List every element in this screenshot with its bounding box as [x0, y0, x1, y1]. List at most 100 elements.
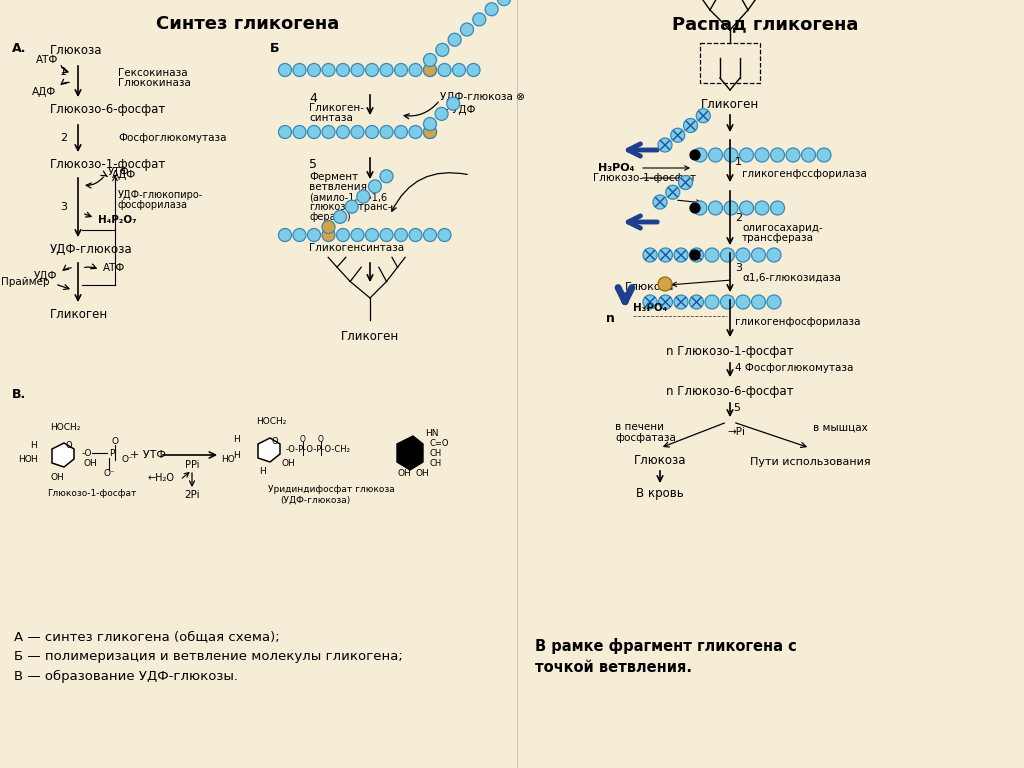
- Text: Глюкоза: Глюкоза: [50, 44, 102, 57]
- Text: глюкозилтранс-: глюкозилтранс-: [309, 202, 391, 212]
- Circle shape: [724, 201, 738, 215]
- Text: Гексокиназа: Гексокиназа: [118, 68, 187, 78]
- Text: фераза): фераза): [309, 212, 350, 222]
- Circle shape: [752, 295, 766, 309]
- Text: А — синтез гликогена (общая схема);: А — синтез гликогена (общая схема);: [14, 630, 280, 643]
- Text: OH: OH: [50, 472, 63, 482]
- Circle shape: [736, 295, 750, 309]
- Text: в мышцах: в мышцах: [813, 423, 867, 433]
- Circle shape: [802, 148, 815, 162]
- Circle shape: [467, 64, 480, 77]
- Circle shape: [369, 180, 381, 193]
- Circle shape: [755, 148, 769, 162]
- Circle shape: [690, 250, 700, 260]
- Text: Н₃РО₄: Н₃РО₄: [598, 163, 635, 173]
- Text: α1,6-глюкозидаза: α1,6-глюкозидаза: [742, 273, 841, 283]
- Circle shape: [293, 64, 306, 77]
- Circle shape: [485, 3, 498, 16]
- Text: P: P: [109, 449, 115, 458]
- Bar: [700, 43, 760, 83]
- Circle shape: [322, 229, 335, 241]
- Text: УДФ-глюкопиро-: УДФ-глюкопиро-: [118, 190, 203, 200]
- Circle shape: [767, 248, 781, 262]
- Circle shape: [683, 118, 697, 133]
- Text: Б — полимеризация и ветвление молекулы гликогена;: Б — полимеризация и ветвление молекулы г…: [14, 650, 402, 663]
- Text: 3: 3: [60, 202, 67, 212]
- Text: O⁻: O⁻: [103, 468, 115, 478]
- Circle shape: [709, 148, 723, 162]
- Text: Фосфоглюкомутаза: Фосфоглюкомутаза: [118, 133, 226, 143]
- Text: Гликоген: Гликоген: [50, 308, 109, 321]
- Text: HN: HN: [425, 429, 438, 439]
- Circle shape: [693, 148, 707, 162]
- Text: Глюкозо-1-фосфат: Глюкозо-1-фосфат: [50, 158, 166, 171]
- Circle shape: [696, 109, 711, 123]
- Text: А.: А.: [12, 42, 27, 55]
- Text: n Глюкозо-6-фосфат: n Глюкозо-6-фосфат: [667, 386, 794, 399]
- Circle shape: [679, 176, 692, 190]
- Text: УТФ: УТФ: [108, 167, 130, 177]
- Text: Глюкокиназа: Глюкокиназа: [118, 78, 190, 88]
- Circle shape: [409, 125, 422, 138]
- Circle shape: [394, 125, 408, 138]
- Text: 4 Фосфоглюкомутаза: 4 Фосфоглюкомутаза: [735, 363, 853, 373]
- Text: АТФ: АТФ: [36, 55, 58, 65]
- Circle shape: [307, 125, 321, 138]
- Circle shape: [693, 201, 707, 215]
- Text: HO: HO: [221, 455, 234, 465]
- Circle shape: [658, 248, 673, 262]
- Circle shape: [449, 33, 461, 46]
- Circle shape: [345, 200, 358, 214]
- Circle shape: [409, 229, 422, 241]
- Text: Гликогенсинтаза: Гликогенсинтаза: [309, 243, 404, 253]
- Circle shape: [435, 108, 449, 121]
- Text: CH: CH: [430, 458, 442, 468]
- Circle shape: [446, 98, 460, 110]
- Text: Глюкоза: Глюкоза: [625, 282, 675, 292]
- Circle shape: [438, 64, 451, 77]
- Circle shape: [473, 13, 485, 26]
- Text: В — образование УДФ-глюкозы.: В — образование УДФ-глюкозы.: [14, 670, 238, 683]
- Circle shape: [322, 220, 335, 233]
- Text: УДФ: УДФ: [34, 271, 57, 281]
- Text: 2: 2: [735, 213, 742, 223]
- Text: В кровь: В кровь: [636, 488, 684, 501]
- Circle shape: [436, 43, 449, 56]
- Circle shape: [380, 229, 393, 241]
- Circle shape: [380, 170, 393, 183]
- Circle shape: [767, 295, 781, 309]
- Circle shape: [351, 64, 364, 77]
- Circle shape: [351, 125, 364, 138]
- Text: C=O: C=O: [430, 439, 450, 449]
- Text: Гликоген-: Гликоген-: [309, 103, 364, 113]
- Text: + УТФ: + УТФ: [130, 450, 166, 460]
- Circle shape: [380, 125, 393, 138]
- Circle shape: [690, 203, 700, 213]
- Text: Глюкозо-6-фосфат: Глюкозо-6-фосфат: [50, 103, 166, 116]
- Text: 3: 3: [735, 263, 742, 273]
- Circle shape: [643, 248, 657, 262]
- Circle shape: [424, 229, 436, 241]
- Text: 2Pi: 2Pi: [184, 490, 200, 500]
- Polygon shape: [397, 436, 423, 470]
- Circle shape: [356, 190, 370, 203]
- Circle shape: [293, 229, 306, 241]
- Text: n Глюкозо-1-фосфат: n Глюкозо-1-фосфат: [667, 346, 794, 359]
- Polygon shape: [258, 438, 280, 462]
- Text: -O: -O: [82, 449, 92, 458]
- Text: Глюкозо-1-фосфат: Глюкозо-1-фосфат: [47, 488, 136, 498]
- Text: УДФ-глюкоза: УДФ-глюкоза: [50, 243, 133, 256]
- Text: В.: В.: [12, 388, 27, 401]
- Circle shape: [394, 64, 408, 77]
- Circle shape: [736, 248, 750, 262]
- Text: O⁻: O⁻: [122, 455, 134, 465]
- Circle shape: [643, 295, 657, 309]
- Circle shape: [438, 229, 451, 241]
- Circle shape: [337, 64, 349, 77]
- Circle shape: [739, 201, 754, 215]
- Circle shape: [366, 64, 379, 77]
- Text: O: O: [271, 436, 279, 445]
- Text: (УДФ-глюкоза): (УДФ-глюкоза): [280, 495, 350, 505]
- Text: CH: CH: [430, 449, 442, 458]
- Circle shape: [721, 248, 734, 262]
